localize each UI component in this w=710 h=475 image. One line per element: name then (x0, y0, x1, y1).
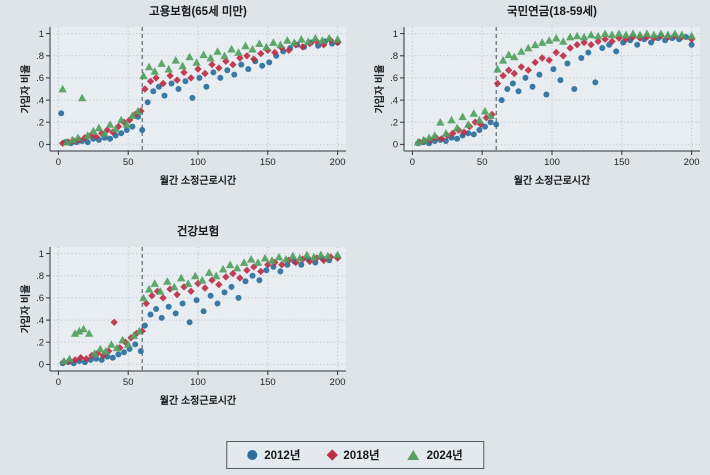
svg-text:.8: .8 (390, 51, 398, 62)
svg-text:200: 200 (684, 157, 700, 168)
chart-body: 0 .2 .4 .6 .8 1 0 50 100 150 200 가입자 비율 (6, 21, 354, 171)
svg-text:.4: .4 (36, 315, 44, 326)
svg-text:.4: .4 (36, 95, 44, 106)
svg-text:.6: .6 (390, 73, 398, 84)
svg-text:150: 150 (260, 157, 276, 168)
chart-title: 고용보험(65세 미만) (149, 6, 247, 18)
diamond-marker-icon (326, 449, 339, 461)
svg-text:0: 0 (393, 140, 398, 151)
svg-text:150: 150 (614, 157, 630, 168)
legend-label: 2024년 (426, 450, 463, 462)
chart-body: 0 .2 .4 .6 .8 1 0 50 100 150 200 가입자 비율 (6, 241, 354, 391)
svg-text:.2: .2 (36, 337, 44, 348)
svg-text:100: 100 (190, 377, 206, 388)
svg-text:0: 0 (56, 157, 61, 168)
svg-text:.2: .2 (390, 117, 398, 128)
chart-body: 0 .2 .4 .6 .8 1 0 50 100 150 200 가입자 비율 (360, 21, 708, 171)
svg-text:.8: .8 (36, 51, 44, 62)
svg-text:가입자 비율: 가입자 비율 (20, 285, 32, 334)
svg-text:0: 0 (39, 360, 44, 371)
legend-label: 2012년 (264, 450, 301, 462)
svg-text:가입자 비율: 가입자 비율 (20, 65, 32, 114)
svg-text:100: 100 (190, 157, 206, 168)
legend-label: 2018년 (343, 450, 380, 462)
svg-text:.8: .8 (36, 271, 44, 282)
chart-employment-insurance: 고용보험(65세 미만) 0 .2 .4 .6 .8 1 0 50 100 150 200 가입자 비… (6, 4, 354, 187)
legend-item-2012: 2012년 (247, 447, 300, 463)
svg-text:0: 0 (410, 157, 415, 168)
svg-text:200: 200 (330, 377, 346, 388)
circle-marker-icon (247, 450, 258, 460)
svg-text:0: 0 (56, 377, 61, 388)
scatter-plot: 0 .2 .4 .6 .8 1 0 50 100 150 200 가입자 비율 (20, 247, 346, 388)
triangle-marker-icon (407, 450, 420, 460)
x-axis-label: 월간 소정근로시간 (159, 396, 237, 407)
svg-text:100: 100 (544, 157, 560, 168)
svg-text:50: 50 (123, 157, 134, 168)
scatter-plot: 0 .2 .4 .6 .8 1 0 50 100 150 200 가입자 비율 (20, 27, 346, 168)
svg-text:.6: .6 (36, 73, 44, 84)
chart-title: 국민연금(18-59세) (507, 6, 597, 18)
svg-text:가입자 비율: 가입자 비율 (374, 65, 386, 114)
scatter-plot: 0 .2 .4 .6 .8 1 0 50 100 150 200 가입자 비율 (374, 27, 700, 168)
chart-title: 건강보험 (176, 226, 220, 238)
svg-text:1: 1 (39, 29, 44, 40)
x-axis-label: 월간 소정근로시간 (159, 176, 237, 187)
svg-text:0: 0 (39, 140, 44, 151)
svg-text:1: 1 (39, 249, 44, 260)
legend: 2012년 2018년 2024년 (226, 441, 484, 469)
svg-text:50: 50 (123, 377, 134, 388)
svg-text:1: 1 (393, 29, 398, 40)
svg-text:50: 50 (477, 157, 488, 168)
x-axis-label: 월간 소정근로시간 (513, 176, 591, 187)
legend-item-2024: 2024년 (407, 447, 463, 463)
chart-health-insurance: 건강보험 0 .2 .4 .6 .8 1 0 50 100 150 200 가입자 비율 월간 소정근… (6, 224, 354, 407)
svg-text:150: 150 (260, 377, 276, 388)
svg-text:200: 200 (330, 157, 346, 168)
svg-text:.2: .2 (36, 117, 44, 128)
svg-text:.6: .6 (36, 293, 44, 304)
svg-text:.4: .4 (390, 95, 398, 106)
chart-national-pension: 국민연금(18-59세) 0 .2 .4 .6 .8 1 0 50 100 150 200 가입자 비… (360, 4, 708, 187)
legend-item-2018: 2018년 (326, 447, 380, 463)
